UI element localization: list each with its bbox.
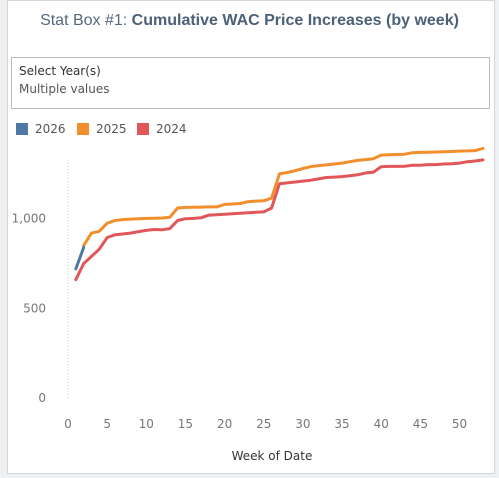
y-tick-label: 1,000 [12, 212, 46, 226]
x-tick-label: 35 [334, 417, 349, 431]
x-tick-label: 25 [256, 417, 271, 431]
legend-label: 2026 [35, 122, 66, 136]
x-tick-label: 0 [64, 417, 72, 431]
legend-label: 2025 [96, 122, 127, 136]
x-tick-label: 10 [139, 417, 154, 431]
year-filter[interactable]: Select Year(s) Multiple values [11, 57, 490, 109]
legend-swatch [77, 123, 89, 135]
title-prefix: Stat Box #1: [40, 12, 132, 29]
legend-swatch [137, 123, 149, 135]
x-axis-label: Week of Date [232, 449, 313, 463]
series-line-2025 [82, 146, 485, 248]
y-tick-label: 500 [23, 301, 46, 315]
legend-item-2026[interactable]: 2026 [16, 121, 66, 137]
series-line-2024 [74, 158, 485, 282]
legend-label: 2024 [156, 122, 187, 136]
x-tick-label: 5 [103, 417, 111, 431]
x-tick-label: 40 [374, 417, 389, 431]
x-tick-label: 50 [452, 417, 467, 431]
legend-swatch [16, 123, 28, 135]
x-tick-label: 30 [295, 417, 310, 431]
filter-label: Select Year(s) [19, 64, 101, 78]
x-tick-label: 45 [413, 417, 428, 431]
filter-value[interactable]: Multiple values [19, 82, 110, 96]
y-tick-label: 0 [38, 391, 46, 405]
x-tick-label: 20 [217, 417, 232, 431]
legend-item-2025[interactable]: 2025 [77, 121, 127, 137]
title-main: Cumulative WAC Price Increases (by week) [131, 12, 459, 29]
legend-item-2024[interactable]: 2024 [137, 121, 187, 137]
chart-title: Stat Box #1: Cumulative WAC Price Increa… [0, 12, 499, 30]
series-line-2026 [74, 245, 86, 271]
x-tick-label: 15 [178, 417, 193, 431]
